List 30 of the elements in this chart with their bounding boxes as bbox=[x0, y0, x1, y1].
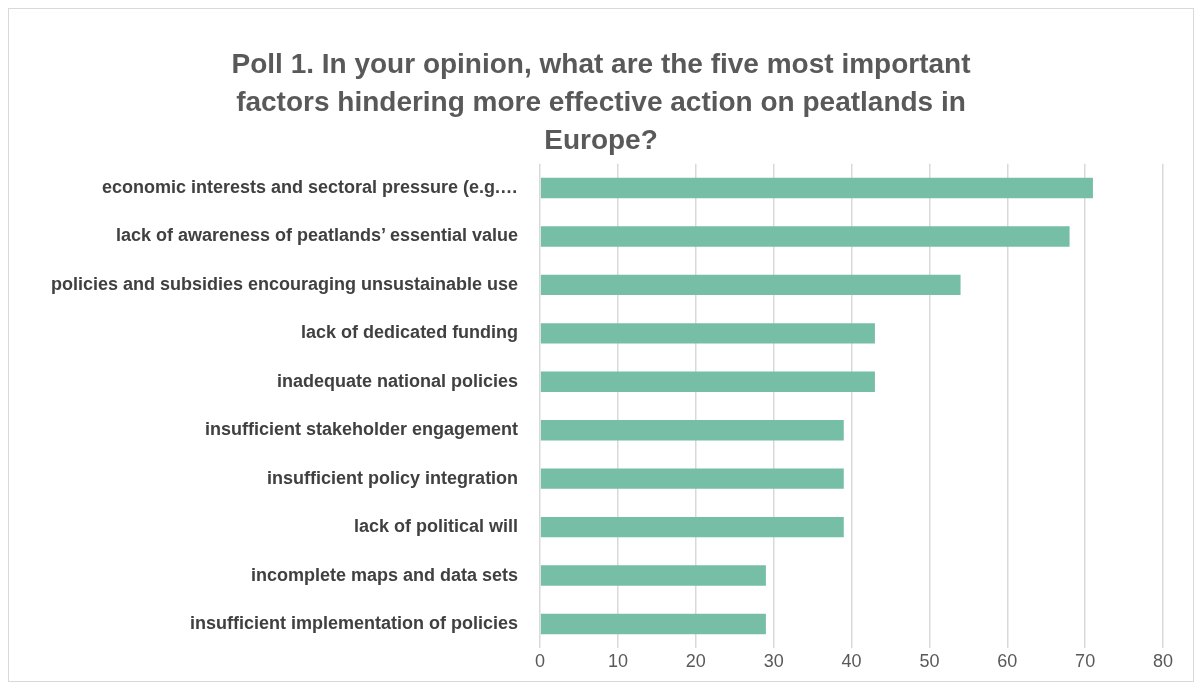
x-tick-label: 70 bbox=[1075, 650, 1096, 671]
y-tick-label: inadequate national policies bbox=[277, 370, 519, 391]
y-tick-label: lack of awareness of peatlands’ essential value bbox=[115, 225, 519, 246]
x-tick-label: 80 bbox=[1152, 650, 1174, 671]
bar bbox=[540, 274, 961, 296]
y-tick-label: economic interests and sectoral pressure (e.g.… bbox=[101, 176, 519, 197]
x-tick-label: 60 bbox=[997, 650, 1018, 671]
x-tick-label: 0 bbox=[535, 650, 546, 671]
y-tick-label: lack of dedicated funding bbox=[301, 322, 519, 343]
bar bbox=[540, 226, 1070, 247]
x-tick-label: 30 bbox=[763, 650, 784, 671]
bar bbox=[540, 468, 844, 489]
y-tick-label: insufficient policy integration bbox=[267, 467, 519, 488]
bar bbox=[540, 420, 844, 441]
bar bbox=[540, 371, 875, 392]
y-tick-label: lack of political will bbox=[354, 516, 519, 537]
x-tick-label: 50 bbox=[919, 650, 940, 671]
x-tick-label: 40 bbox=[841, 650, 862, 671]
bar bbox=[540, 177, 1093, 199]
bar bbox=[540, 323, 875, 344]
y-tick-label: incomplete maps and data sets bbox=[251, 564, 519, 585]
bar bbox=[540, 516, 844, 538]
y-tick-label: insufficient implementation of policies bbox=[190, 612, 519, 633]
x-tick-label: 20 bbox=[685, 650, 706, 671]
bar bbox=[540, 613, 766, 635]
bar bbox=[540, 565, 766, 586]
x-tick-label: 10 bbox=[607, 650, 628, 671]
y-tick-label: insufficient stakeholder engagement bbox=[205, 419, 519, 440]
chart-title: Poll 1. In your opinion, what are the five most important factors hindering more effective action on peatlands in Europe? bbox=[230, 47, 972, 155]
y-tick-label: policies and subsidies encouraging unsustainable use bbox=[50, 273, 519, 294]
